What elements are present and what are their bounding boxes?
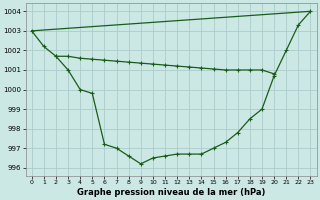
X-axis label: Graphe pression niveau de la mer (hPa): Graphe pression niveau de la mer (hPa) — [77, 188, 265, 197]
